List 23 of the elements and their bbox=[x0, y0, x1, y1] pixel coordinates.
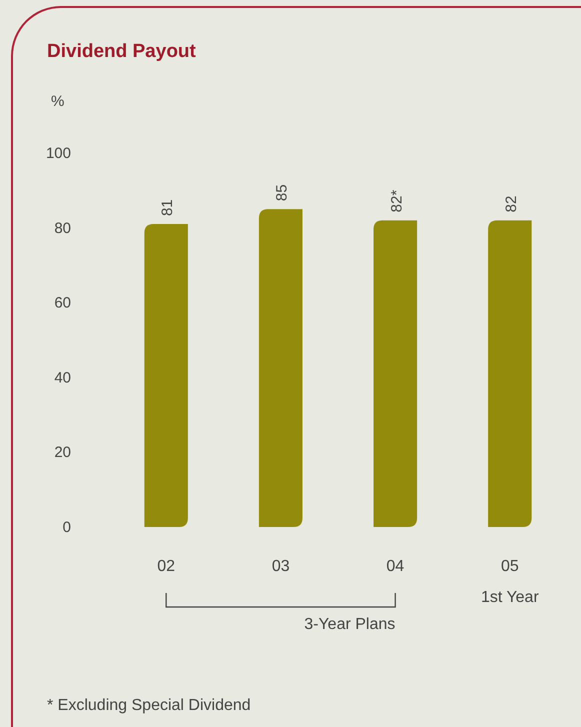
text: 3-Year Plans bbox=[304, 616, 396, 633]
bar bbox=[258, 209, 302, 527]
y-tick-label: 20 bbox=[54, 444, 71, 462]
bar bbox=[488, 220, 532, 527]
text: 1st Year bbox=[480, 589, 540, 606]
y-tick-label: 0 bbox=[62, 519, 71, 536]
y-tick-label: 40 bbox=[54, 369, 71, 386]
y-tick-label: 60 bbox=[54, 294, 71, 312]
data-label: 82* bbox=[388, 190, 406, 212]
x-tick-label: 03 bbox=[272, 558, 290, 575]
bar bbox=[374, 220, 418, 527]
bar bbox=[144, 224, 188, 527]
y-axis-title: % bbox=[51, 93, 64, 110]
chart-title: Dividend Payout bbox=[47, 41, 197, 62]
text: * Excluding Special Dividend bbox=[47, 697, 251, 714]
x-tick-label: 04 bbox=[386, 558, 404, 575]
x-tick-label: 02 bbox=[157, 558, 176, 575]
x-tick-label: 05 bbox=[500, 558, 519, 575]
data-label: 81 bbox=[159, 199, 176, 216]
data-label: 82 bbox=[502, 196, 520, 212]
y-tick-label: 80 bbox=[54, 220, 71, 237]
y-tick-label: 100 bbox=[46, 145, 71, 162]
data-label: 85 bbox=[274, 184, 291, 202]
